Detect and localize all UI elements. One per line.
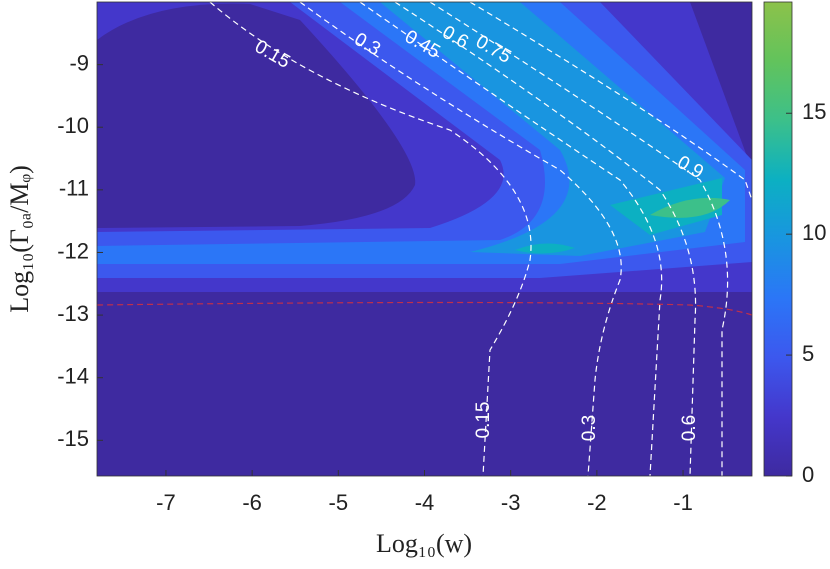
contour-label: 0.6 [679,415,700,441]
x-tick-label: -4 [415,490,435,515]
x-tick-label: -5 [329,490,349,515]
colorbar-tick-label: 5 [802,341,814,366]
contour-label: 0.3 [579,415,600,441]
y-tick-label: -10 [57,113,89,138]
contour-band [97,3,416,228]
y-tick-label: -13 [57,301,89,326]
x-tick-label: -2 [587,490,607,515]
contour-line [469,2,752,201]
contour-field [97,2,752,476]
contour-line [209,2,532,476]
y-tick-label: -12 [57,238,89,263]
colorbar-tick-label: 10 [802,220,826,245]
contour-label: 0.15 [473,402,494,439]
contour-band [610,178,722,235]
contour-band [380,2,725,256]
contour-line [429,2,729,476]
contour-line [359,2,663,476]
x-tick-label: -6 [242,490,262,515]
y-tick-label: -11 [59,176,89,201]
contour-band [515,243,575,254]
x-tick-label: -1 [673,490,693,515]
y-tick-label: -15 [57,426,89,451]
y-tick-label: -9 [69,50,89,75]
colorbar-tick-label: 0 [802,462,814,487]
contour-lines [97,2,752,476]
x-tick-label: -7 [156,490,176,515]
x-tick-label: -3 [501,490,521,515]
contour-band [650,197,730,218]
y-tick-label: -14 [57,364,89,389]
x-axis-label: Log₁₀(w) [376,529,472,558]
colorbar-tick-label: 15 [802,99,826,124]
contour-line [299,2,622,476]
y-axis-label: Log₁₀(Γ₀ₐ/Mᵩ) [5,165,34,313]
colorbar [763,1,793,477]
